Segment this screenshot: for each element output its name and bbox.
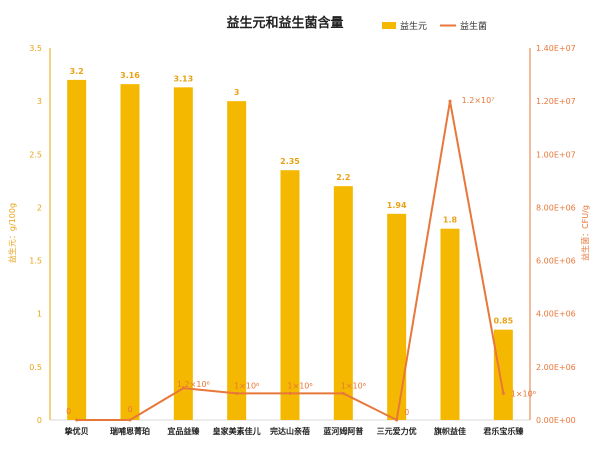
left-tick-label: 2 [37, 203, 42, 212]
line-point [395, 418, 399, 422]
left-tick-label: 3 [37, 97, 42, 106]
category-label: 宜品益臻 [167, 426, 200, 436]
line-point [288, 391, 292, 395]
bar [120, 84, 140, 420]
left-tick-label: 1.5 [29, 257, 42, 266]
category-label: 旗帜益佳 [434, 426, 466, 436]
bar [173, 87, 193, 420]
bar [387, 213, 407, 420]
bar-value-label: 1.8 [443, 216, 458, 225]
left-tick-label: 0 [37, 416, 42, 425]
line-value-label: 1.2×10⁷ [462, 96, 495, 105]
legend: 益生元 益生菌 [382, 20, 487, 32]
right-tick-label: 0.00E+00 [536, 416, 576, 425]
legend-label-line: 益生菌 [460, 20, 487, 32]
category-label: 三元爱力优 [377, 426, 417, 436]
left-axis-title: 益生元：g/100g [7, 203, 17, 263]
bar [440, 228, 460, 420]
left-tick-label: 3.5 [29, 44, 42, 53]
category-label: 蓝河姆阿普 [323, 426, 363, 436]
line-value-label: 1×10⁶ [511, 389, 536, 398]
bar [67, 79, 87, 420]
legend-label-bar: 益生元 [400, 20, 427, 32]
right-axis: 0.00E+00 2.00E+06 4.00E+06 6.00E+06 8.00E+06… [529, 44, 576, 425]
bar-value-label: 3.16 [120, 71, 140, 80]
right-tick-label: 1.40E+07 [536, 44, 576, 53]
line-point [501, 391, 505, 395]
line-value-label: 0 [127, 405, 132, 414]
left-tick-label: 2.5 [29, 150, 42, 159]
bar [227, 101, 247, 421]
left-tick-label: 1 [37, 310, 42, 319]
line-point [181, 386, 185, 390]
right-tick-label: 1.00E+07 [536, 150, 576, 159]
line-value-label: 0 [404, 408, 409, 417]
legend-swatch-bar [382, 22, 396, 29]
right-axis-title: 益生菌：CFU/g [580, 205, 590, 261]
right-tick-label: 2.00E+06 [536, 363, 576, 372]
line-value-label: 1×10⁶ [341, 381, 366, 390]
bar-value-label: 3.13 [173, 74, 193, 83]
bar-series: 3.2 3.16 3.13 3 2.35 2.2 1.94 1.8 0.85 [67, 67, 514, 421]
right-tick-label: 8.00E+06 [536, 203, 576, 212]
bar [280, 170, 300, 420]
line-value-label: 1×10⁶ [287, 381, 312, 390]
category-label: 君乐宝乐臻 [482, 426, 524, 436]
right-tick-label: 6.00E+06 [536, 257, 576, 266]
left-tick-label: 0.5 [29, 363, 42, 372]
category-label: 瑞哺恩菁珀 [110, 426, 150, 436]
right-tick-label: 4.00E+06 [536, 310, 576, 319]
line-value-label: 0 [66, 407, 71, 416]
category-labels: 挚优贝 瑞哺恩菁珀 宜品益臻 皇家美素佳儿 完达山亲蓓 蓝河姆阿普 三元爱力优 旗帜益佳 君乐宝… [65, 426, 525, 436]
line-value-label: 1×10⁶ [234, 381, 259, 390]
line-point [75, 418, 79, 422]
bar [493, 329, 513, 420]
line-point [235, 391, 239, 395]
line-point [128, 418, 132, 422]
line-value-label: 1.2×10⁶ [177, 380, 210, 389]
bar-value-label: 2.35 [280, 157, 300, 166]
bar [333, 186, 353, 420]
bar-value-label: 1.94 [387, 201, 407, 210]
bar-value-label: 3 [234, 88, 240, 97]
bar-value-label: 3.2 [70, 67, 84, 76]
category-label: 皇家美素佳儿 [213, 426, 261, 436]
bar-value-label: 2.2 [336, 173, 350, 182]
line-point [341, 391, 345, 395]
chart-title: 益生元和益生菌含量 [226, 15, 343, 31]
line-point [448, 99, 452, 103]
category-label: 挚优贝 [65, 426, 89, 436]
right-tick-label: 1.20E+07 [536, 97, 576, 106]
bar-value-label: 0.85 [493, 317, 513, 326]
line-series: 0 0 1.2×10⁶ 1×10⁶ 1×10⁶ 1×10⁶ 0 1.2×10⁷ 1×10⁶ [66, 96, 536, 422]
category-label: 完达山亲蓓 [270, 426, 310, 436]
